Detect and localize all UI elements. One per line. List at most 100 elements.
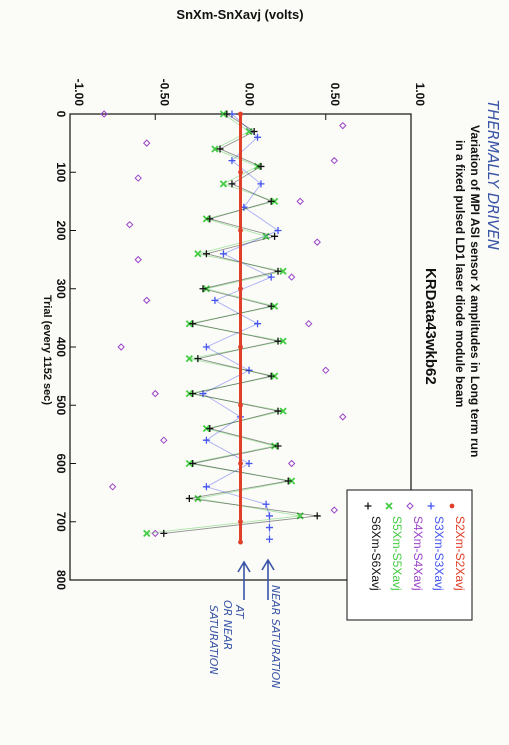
- data-point: [339, 413, 347, 421]
- data-point: [143, 529, 151, 538]
- data-point: [189, 460, 197, 467]
- data-point: [202, 436, 210, 444]
- data-point: [262, 232, 270, 240]
- x-tick-label: 200: [54, 220, 68, 240]
- legend-label: S5Xm-S5Xavj: [390, 516, 404, 591]
- data-point: [254, 133, 262, 141]
- data-point: [185, 355, 193, 363]
- x-axis-title: Trial (every 1152 sec): [41, 295, 53, 405]
- data-point: [206, 215, 214, 223]
- data-point: [238, 519, 243, 525]
- data-point: [250, 127, 258, 135]
- chart-title: Variation of MPI ASI sensor X amplitudes…: [468, 125, 482, 457]
- data-point: [117, 343, 125, 351]
- data-point: [274, 407, 282, 415]
- data-point: [134, 174, 142, 182]
- data-point: [330, 506, 338, 514]
- data-point: [267, 273, 275, 281]
- data-point: [296, 197, 304, 206]
- legend: S2Xm-S2Xavj S3Xm-S3Xavj S4Xm-S4Xavj S5Xm-S5…: [346, 489, 473, 621]
- data-point: [202, 250, 210, 258]
- series-trace: [146, 113, 301, 534]
- series-5: [160, 110, 321, 537]
- y-tick-label: 0.50: [328, 83, 342, 107]
- data-point: [211, 296, 219, 304]
- legend-marker: [385, 502, 393, 510]
- data-point: [100, 110, 108, 118]
- data-point: [202, 483, 210, 491]
- data-point: [143, 296, 151, 305]
- series-4: [143, 110, 304, 538]
- data-point: [238, 344, 243, 350]
- data-point: [262, 500, 270, 508]
- legend-marker: [364, 502, 372, 510]
- legend-marker: [449, 503, 455, 509]
- data-point: [216, 145, 224, 153]
- annotation-arrow-at-saturation: [237, 560, 251, 600]
- data-point: [151, 389, 159, 398]
- data-point: [245, 460, 253, 467]
- data-point: [274, 337, 282, 345]
- data-point: [265, 512, 273, 520]
- data-point: [185, 494, 193, 502]
- y-tick-label: -1.00: [72, 79, 86, 107]
- data-point: [330, 156, 338, 165]
- legend-marker: [406, 502, 414, 510]
- data-point: [219, 250, 227, 258]
- data-point: [284, 477, 292, 485]
- data-point: [238, 461, 243, 466]
- legend-label: S6Xm-S6Xavj: [369, 516, 383, 591]
- x-tick-label: 0: [54, 111, 68, 118]
- data-point: [267, 197, 275, 205]
- chart-subtitle: in a fixed pulsed LD1 laser diode module…: [453, 140, 467, 407]
- y-tick-label: 0.00: [243, 83, 257, 107]
- x-tick-label: 100: [54, 162, 68, 182]
- legend-items: S2Xm-S2Xavj S3Xm-S3Xavj S4Xm-S4Xavj S5Xm-S5…: [364, 502, 467, 591]
- data-point: [202, 343, 210, 351]
- x-tick-label: 500: [54, 395, 68, 415]
- data-point: [125, 220, 134, 229]
- series-2: [199, 110, 282, 543]
- data-point: [223, 110, 231, 118]
- legend-label: S4Xm-S4Xavj: [411, 516, 425, 591]
- annotation-thermally-driven: THERMALLY DRIVEN: [484, 100, 502, 250]
- data-point: [238, 111, 243, 117]
- data-point: [189, 390, 197, 398]
- data-point: [199, 390, 207, 398]
- data-point: [257, 180, 265, 188]
- data-point: [134, 255, 142, 264]
- data-point: [322, 366, 330, 375]
- data-point: [274, 227, 282, 234]
- data-point: [279, 267, 287, 275]
- annotation-at-saturation-2: OR NEAR: [221, 600, 234, 650]
- x-tick-label: 400: [54, 337, 68, 357]
- data-point: [228, 180, 236, 188]
- x-tick-label: 800: [54, 570, 68, 590]
- data-point: [279, 337, 287, 345]
- data-point: [219, 180, 228, 188]
- data-point: [313, 512, 321, 520]
- annotation-at-saturation-3: SATURATION: [207, 605, 220, 675]
- annotation-arrow-near-saturation: [261, 558, 275, 600]
- data-marks: [100, 110, 347, 545]
- data-point: [238, 228, 243, 233]
- x-tick-label: 300: [54, 279, 68, 299]
- data-point: [265, 535, 273, 543]
- data-point: [287, 273, 296, 281]
- data-point: [238, 402, 243, 408]
- data-point: [194, 355, 202, 363]
- y-axis-ticks: -1.00 -0.50 0.00 0.50 1.00: [69, 79, 427, 120]
- legend-label: S3Xm-S3Xavj: [432, 516, 446, 591]
- data-point: [245, 127, 253, 136]
- x-tick-label: 700: [54, 512, 68, 532]
- data-point: [267, 372, 275, 380]
- data-point: [151, 529, 159, 538]
- legend-frame: [346, 489, 473, 621]
- data-point: [296, 512, 304, 520]
- data-point: [238, 286, 243, 292]
- data-point: [194, 250, 202, 258]
- legend-label: S2Xm-S2Xavj: [453, 516, 467, 591]
- data-point: [254, 320, 262, 328]
- data-point: [238, 169, 243, 175]
